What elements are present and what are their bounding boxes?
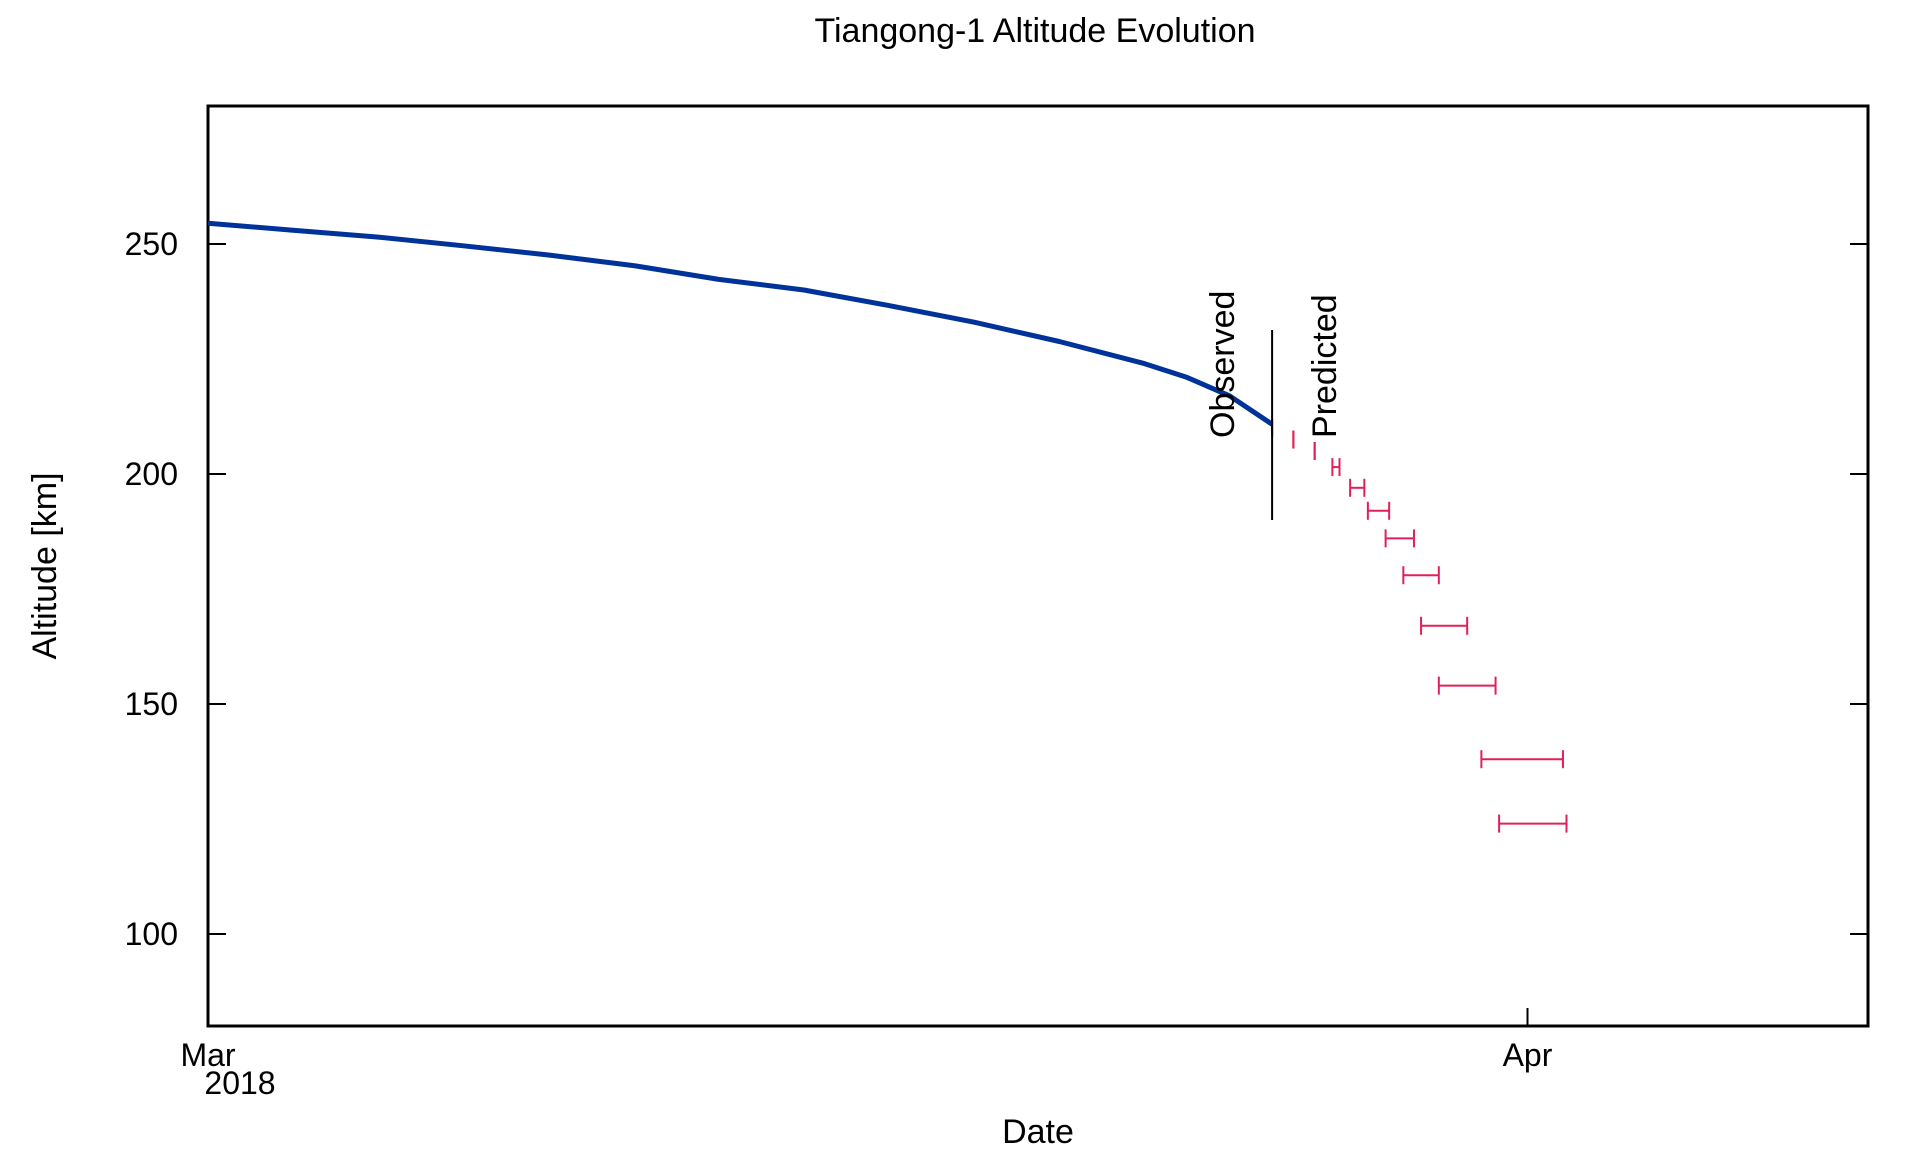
x-axis-title: Date [1002,1113,1074,1151]
annotations: Observed Predicted [1204,291,1344,520]
y-tick-label: 250 [125,226,178,262]
predicted-errorbar [1384,529,1415,548]
y-axis-title: Altitude [km] [26,472,64,659]
plot-frame [206,104,1870,1028]
observed-series-line [207,220,1274,427]
predicted-errorbar [1420,616,1469,635]
observed-label: Observed [1204,291,1242,438]
y-tick-label: 150 [125,686,178,722]
predicted-errorbar [1349,478,1366,497]
predicted-errorbar [1331,458,1341,477]
predicted-errorbar [1498,814,1568,833]
x-tick-sublabel: 2018 [204,1065,275,1101]
y-axis: 100 150 200 250 [125,226,1868,952]
plot-area [207,220,1568,833]
x-tick-label: Mar [180,1037,235,1073]
x-tick-label: Apr [1503,1037,1553,1073]
predicted-label: Predicted [1306,294,1344,438]
predicted-errorbar [1437,676,1497,695]
predicted-errorbar [1366,501,1391,520]
chart-title: Tiangong-1 Altitude Evolution [814,12,1255,50]
predicted-errorbar [1402,566,1440,585]
y-tick-label: 100 [125,916,178,952]
y-tick-label: 200 [125,456,178,492]
predicted-errorbar [1480,750,1564,769]
